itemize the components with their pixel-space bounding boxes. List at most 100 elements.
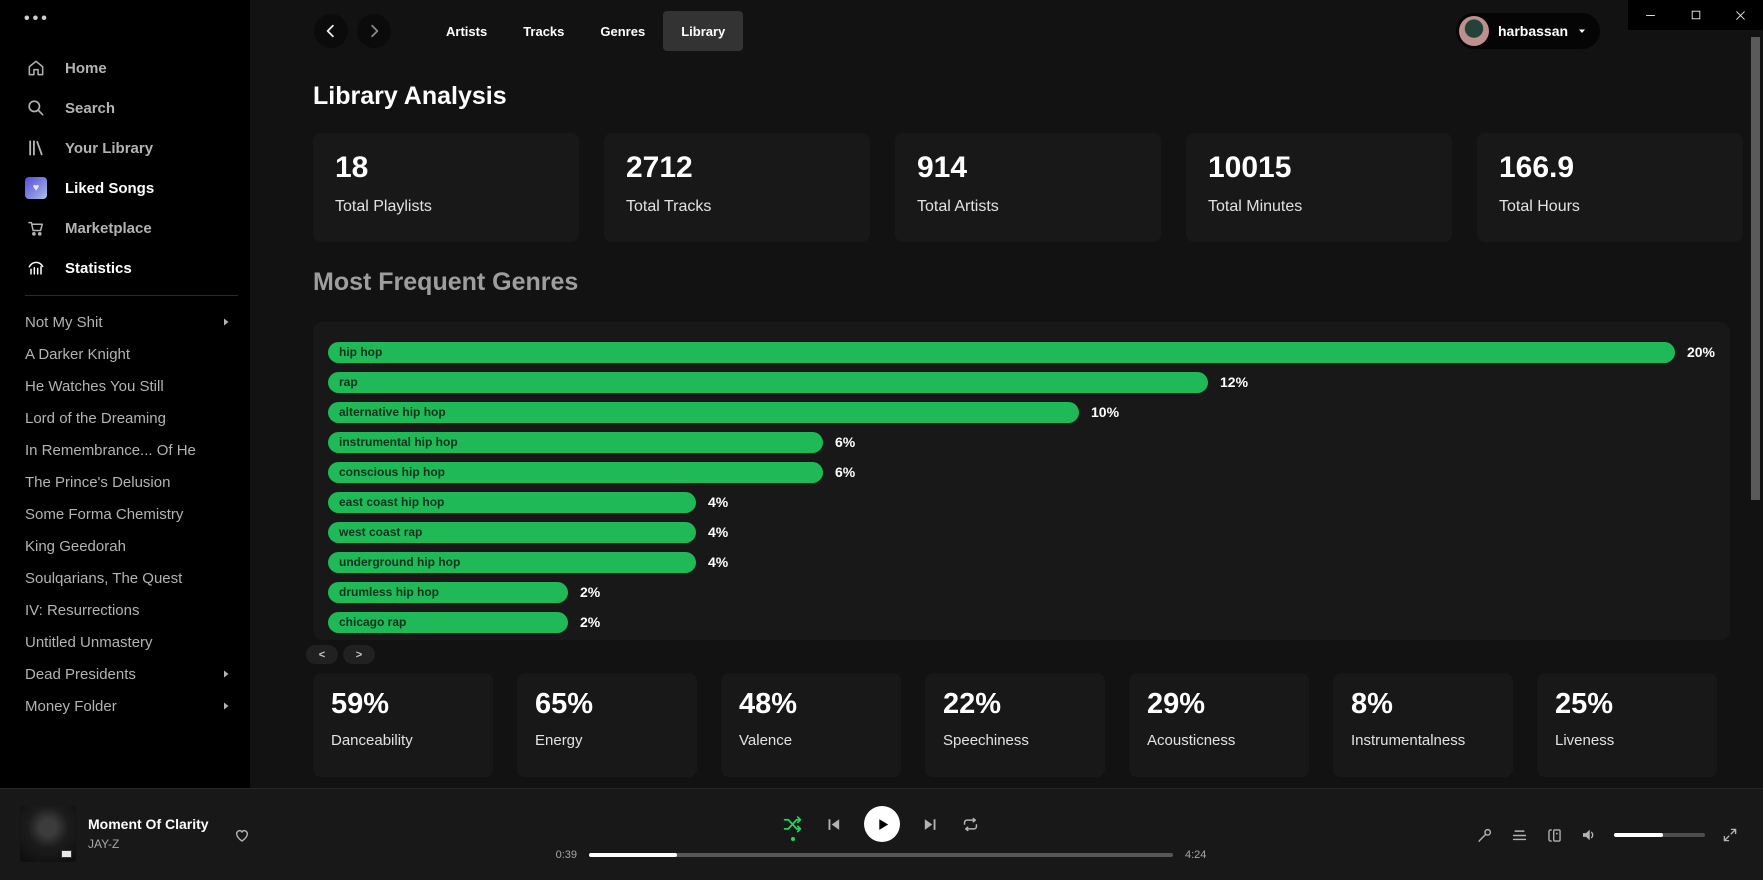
playback-controls: [782, 806, 980, 842]
app-menu-ellipsis-icon[interactable]: •••: [24, 10, 50, 27]
genre-bar-row: west coast rap 4%: [328, 517, 1715, 547]
caret-right-icon: [220, 700, 232, 712]
genre-bar-row: east coast hip hop 4%: [328, 487, 1715, 517]
chart-next-page-button[interactable]: >: [343, 645, 375, 664]
card-label: Danceability: [331, 732, 413, 749]
playlist-item-the-prince-s-delusion[interactable]: The Prince's Delusion: [0, 466, 250, 498]
previous-track-button[interactable]: [825, 816, 842, 833]
sidebar-item-statistics[interactable]: Statistics: [0, 248, 250, 288]
volume-fill: [1614, 833, 1664, 837]
maximize-button[interactable]: [1682, 4, 1710, 26]
smart-shuffle-button[interactable]: [782, 814, 803, 841]
genre-bar-hip-hop[interactable]: hip hop: [328, 341, 1675, 363]
sidebar-divider: [25, 295, 238, 296]
playlist-item-soulqarians-the-quest[interactable]: Soulqarians, The Quest: [0, 562, 250, 594]
genre-bar-west-coast-rap[interactable]: west coast rap: [328, 521, 696, 543]
sidebar-item-marketplace[interactable]: Marketplace: [0, 208, 250, 248]
scrollbar: [1750, 0, 1761, 788]
genre-bar-chicago-rap[interactable]: chicago rap: [328, 611, 568, 633]
player-bar: Moment Of Clarity JAY-Z 0:39: [0, 788, 1763, 880]
progress-fill: [589, 853, 677, 857]
playlist-label: Soulqarians, The Quest: [25, 569, 183, 587]
sidebar-item-label: Your Library: [65, 139, 154, 157]
shuffle-icon: [783, 815, 802, 832]
playlist-item-dead-presidents[interactable]: Dead Presidents: [0, 658, 250, 690]
playlist-item-not-my-shit[interactable]: Not My Shit: [0, 306, 250, 338]
back-button[interactable]: [314, 14, 348, 48]
genre-bar-conscious-hip-hop[interactable]: conscious hip hop: [328, 461, 823, 483]
feature-card-valence: 48% Valence: [721, 673, 901, 777]
card-label: Speechiness: [943, 732, 1029, 749]
genre-bar-drumless-hip-hop[interactable]: drumless hip hop: [328, 581, 568, 603]
stat-card-total-playlists: 18 Total Playlists: [313, 133, 579, 242]
stat-card-total-artists: 914 Total Artists: [895, 133, 1161, 242]
volume-speaker-icon[interactable]: [1579, 825, 1599, 845]
sidebar-item-your-library[interactable]: Your Library: [0, 128, 250, 168]
genre-bar-instrumental-hip-hop[interactable]: instrumental hip hop: [328, 431, 823, 453]
card-value: 25%: [1555, 688, 1614, 720]
elapsed-time: 0:39: [555, 849, 577, 861]
minimize-button[interactable]: [1637, 4, 1665, 26]
genre-bar-east-coast-hip-hop[interactable]: east coast hip hop: [328, 491, 696, 513]
genre-bar-row: chicago rap 2%: [328, 607, 1715, 637]
genre-label: chicago rap: [339, 615, 407, 629]
audio-features-row: 59% Danceability 65% Energy 48% Valence 22% Spe…: [313, 673, 1717, 777]
genre-percent: 4%: [708, 494, 729, 510]
card-value: 18: [335, 151, 369, 184]
playlist-item-untitled-unmastery[interactable]: Untitled Unmastery: [0, 626, 250, 658]
genre-bar-row: hip hop 20%: [328, 337, 1715, 367]
sidebar-item-label: Statistics: [65, 259, 132, 277]
chart-prev-page-button[interactable]: <: [306, 645, 338, 664]
cart-icon: [25, 217, 47, 239]
close-button[interactable]: [1727, 4, 1755, 26]
now-playing-artist[interactable]: JAY-Z: [88, 837, 120, 851]
playlist-item-lord-of-the-dreaming[interactable]: Lord of the Dreaming: [0, 402, 250, 434]
like-heart-icon[interactable]: [232, 825, 252, 845]
playlist-label: Some Forma Chemistry: [25, 505, 184, 523]
album-art[interactable]: [20, 806, 76, 862]
card-label: Instrumentalness: [1351, 732, 1466, 749]
genre-percent: 10%: [1091, 404, 1120, 420]
genre-label: underground hip hop: [339, 555, 461, 569]
card-label: Total Playlists: [335, 198, 432, 215]
repeat-button[interactable]: [961, 815, 980, 834]
genre-bar-alternative-hip-hop[interactable]: alternative hip hop: [328, 401, 1079, 423]
genre-percent: 4%: [708, 524, 729, 540]
tab-tracks[interactable]: Tracks: [523, 23, 565, 39]
progress-bar[interactable]: [589, 853, 1173, 857]
volume-slider[interactable]: [1614, 833, 1705, 837]
user-name: harbassan: [1498, 23, 1569, 39]
scrollbar-thumb[interactable]: [1751, 37, 1760, 500]
queue-icon[interactable]: [1509, 825, 1529, 845]
sidebar-item-liked-songs[interactable]: ♥ Liked Songs: [0, 168, 250, 208]
playlist-item-king-geedorah[interactable]: King Geedorah: [0, 530, 250, 562]
playlist-item-some-forma-chemistry[interactable]: Some Forma Chemistry: [0, 498, 250, 530]
sidebar-item-home[interactable]: Home: [0, 48, 250, 88]
playlist-item-iv-resurrections[interactable]: IV: Resurrections: [0, 594, 250, 626]
fullscreen-icon[interactable]: [1720, 825, 1740, 845]
genre-label: west coast rap: [339, 525, 423, 539]
playlist-item-in-remembrance-of-he[interactable]: In Remembrance... Of He: [0, 434, 250, 466]
playlist-item-money-folder[interactable]: Money Folder: [0, 690, 250, 722]
stat-card-total-tracks: 2712 Total Tracks: [604, 133, 870, 242]
next-track-button[interactable]: [922, 816, 939, 833]
playlist-item-a-darker-knight[interactable]: A Darker Knight: [0, 338, 250, 370]
genre-bar-underground-hip-hop[interactable]: underground hip hop: [328, 551, 696, 573]
genre-bar-rap[interactable]: rap: [328, 371, 1208, 393]
sidebar-item-search[interactable]: Search: [0, 88, 250, 128]
user-menu[interactable]: harbassan: [1456, 13, 1601, 49]
card-value: 59%: [331, 688, 390, 720]
now-playing-title[interactable]: Moment Of Clarity: [88, 816, 209, 832]
playlist-label: Money Folder: [25, 697, 117, 715]
tab-genres[interactable]: Genres: [600, 23, 646, 39]
sidebar-item-label: Marketplace: [65, 219, 152, 237]
lyrics-microphone-icon[interactable]: [1474, 825, 1494, 845]
play-button[interactable]: [864, 806, 900, 842]
connect-device-icon[interactable]: [1544, 825, 1564, 845]
forward-button[interactable]: [357, 14, 391, 48]
player-right-controls: [1474, 789, 1740, 880]
caret-right-icon: [220, 316, 232, 328]
tab-library[interactable]: Library: [663, 11, 744, 51]
tab-artists[interactable]: Artists: [446, 23, 488, 39]
playlist-item-he-watches-you-still[interactable]: He Watches You Still: [0, 370, 250, 402]
